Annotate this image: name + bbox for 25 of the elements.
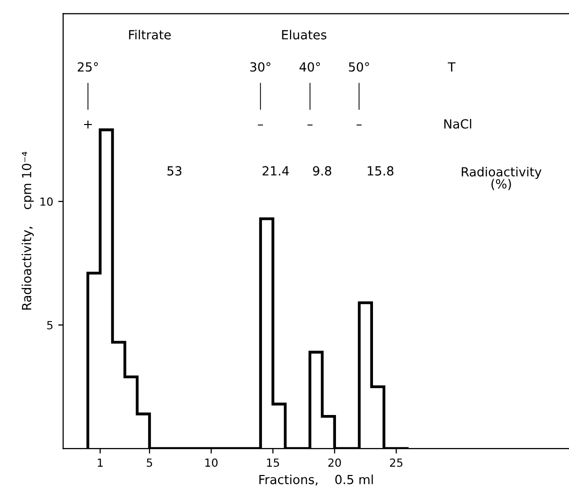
- annotation: 21.4: [262, 166, 289, 176]
- annotation: 25°: [78, 62, 98, 72]
- x-tick-label: 10: [205, 458, 218, 467]
- annotation: 40°: [300, 62, 320, 72]
- x-tick-label: 25: [390, 458, 402, 467]
- annotation: –: [356, 124, 362, 126]
- annotation: Radioactivity (%): [462, 166, 542, 190]
- x-tick-label: 5: [146, 458, 152, 467]
- annotation: –: [307, 124, 313, 126]
- annotation: NaCl: [444, 118, 472, 129]
- x-tick-label: 20: [328, 458, 341, 467]
- annotation: +: [84, 120, 92, 128]
- x-tick-label: 15: [267, 458, 279, 467]
- annotation: 15.8: [368, 166, 394, 176]
- annotation: 53: [167, 166, 182, 176]
- x-axis-title: Fractions, 0.5 ml: [259, 474, 373, 486]
- annotation: –: [258, 124, 263, 126]
- annotation: 30°: [250, 62, 270, 72]
- x-tick-label: 1: [98, 458, 103, 467]
- annotation: 50°: [348, 62, 369, 72]
- annotation: T: [448, 62, 456, 72]
- y-axis-title: Radioactivity, cpm 10⁻⁴: [22, 152, 34, 310]
- annotation: Filtrate: [129, 30, 171, 40]
- annotation: Eluates: [282, 30, 326, 40]
- annotation: 9.8: [312, 166, 332, 176]
